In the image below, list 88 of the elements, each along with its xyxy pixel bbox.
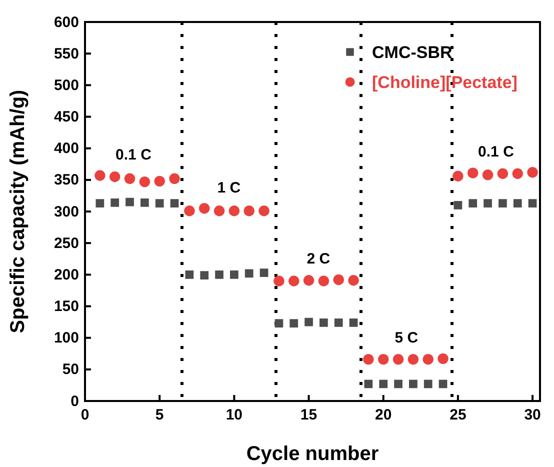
annotation: 1 C <box>217 179 241 196</box>
point <box>215 270 224 279</box>
point <box>318 276 330 286</box>
point <box>497 168 508 179</box>
point <box>198 203 210 214</box>
point <box>409 380 418 388</box>
point <box>274 276 284 286</box>
point <box>244 206 254 216</box>
point <box>139 176 150 188</box>
y-tick-label: 200 <box>54 266 79 284</box>
point <box>304 318 313 326</box>
y-tick-label: 250 <box>54 234 79 252</box>
y-tick-label: 300 <box>54 203 79 220</box>
y-tick-label: 550 <box>54 45 79 62</box>
y-tick-label: 50 <box>62 361 79 378</box>
annotation: 0.1 C <box>116 146 152 164</box>
y-tick-label: 500 <box>54 76 79 94</box>
y-axis-title: Specific capacity (mAh/g) <box>7 90 29 334</box>
point <box>392 354 404 365</box>
annotation: 5 C <box>394 330 418 347</box>
point <box>452 170 464 182</box>
point <box>214 206 225 216</box>
point <box>109 171 120 182</box>
x-tick-label: 15 <box>300 406 318 424</box>
point <box>438 353 448 364</box>
point <box>379 380 388 388</box>
point <box>333 274 344 286</box>
x-tick-label: 30 <box>524 406 541 424</box>
point <box>424 380 432 388</box>
y-tick-label: 150 <box>54 298 79 316</box>
point <box>244 269 254 278</box>
y-tick-label: 100 <box>54 330 79 347</box>
point <box>230 270 238 279</box>
point <box>438 380 448 388</box>
point <box>290 319 298 328</box>
point <box>260 268 268 277</box>
point <box>288 276 300 286</box>
y-tick-label: 400 <box>54 140 79 158</box>
point <box>513 199 522 208</box>
point <box>274 319 284 328</box>
point <box>348 275 359 286</box>
x-axis-title: Cycle number <box>246 443 379 465</box>
point <box>512 168 523 179</box>
y-tick-label: 0 <box>70 392 79 410</box>
point <box>140 198 149 207</box>
x-tick-label: 20 <box>375 406 392 424</box>
point <box>154 176 165 187</box>
point <box>334 318 343 327</box>
point <box>110 198 120 207</box>
point <box>349 318 358 327</box>
point <box>408 354 419 365</box>
point <box>394 380 402 388</box>
point <box>170 199 179 208</box>
point <box>528 199 537 208</box>
x-tick-label: 5 <box>155 406 164 424</box>
point <box>364 380 373 388</box>
point <box>184 206 195 216</box>
y-tick-label: 350 <box>54 172 79 189</box>
point <box>124 173 136 184</box>
point <box>258 206 270 216</box>
legend-label: CMC-SBR <box>372 43 452 62</box>
point <box>468 199 478 208</box>
point <box>228 206 240 216</box>
point <box>126 198 134 206</box>
legend-label: [Choline][Pectate] <box>372 73 518 92</box>
x-tick-label: 25 <box>450 406 466 424</box>
point <box>468 168 478 178</box>
y-tick-label: 600 <box>54 14 79 31</box>
point <box>422 354 434 365</box>
annotation: 2 C <box>306 250 330 268</box>
point <box>96 199 104 208</box>
point <box>320 318 328 327</box>
annotation: 0.1 C <box>478 143 514 160</box>
point <box>498 199 507 208</box>
point <box>378 354 389 365</box>
y-tick-label: 450 <box>54 108 79 126</box>
point <box>94 170 106 181</box>
point <box>200 271 209 280</box>
point <box>454 201 462 210</box>
point <box>303 275 314 286</box>
point <box>169 173 180 184</box>
point <box>484 199 492 208</box>
point <box>482 170 494 180</box>
point <box>363 354 374 365</box>
x-tick-label: 10 <box>226 406 243 424</box>
point <box>185 270 194 279</box>
point <box>527 166 538 178</box>
point <box>155 199 164 208</box>
